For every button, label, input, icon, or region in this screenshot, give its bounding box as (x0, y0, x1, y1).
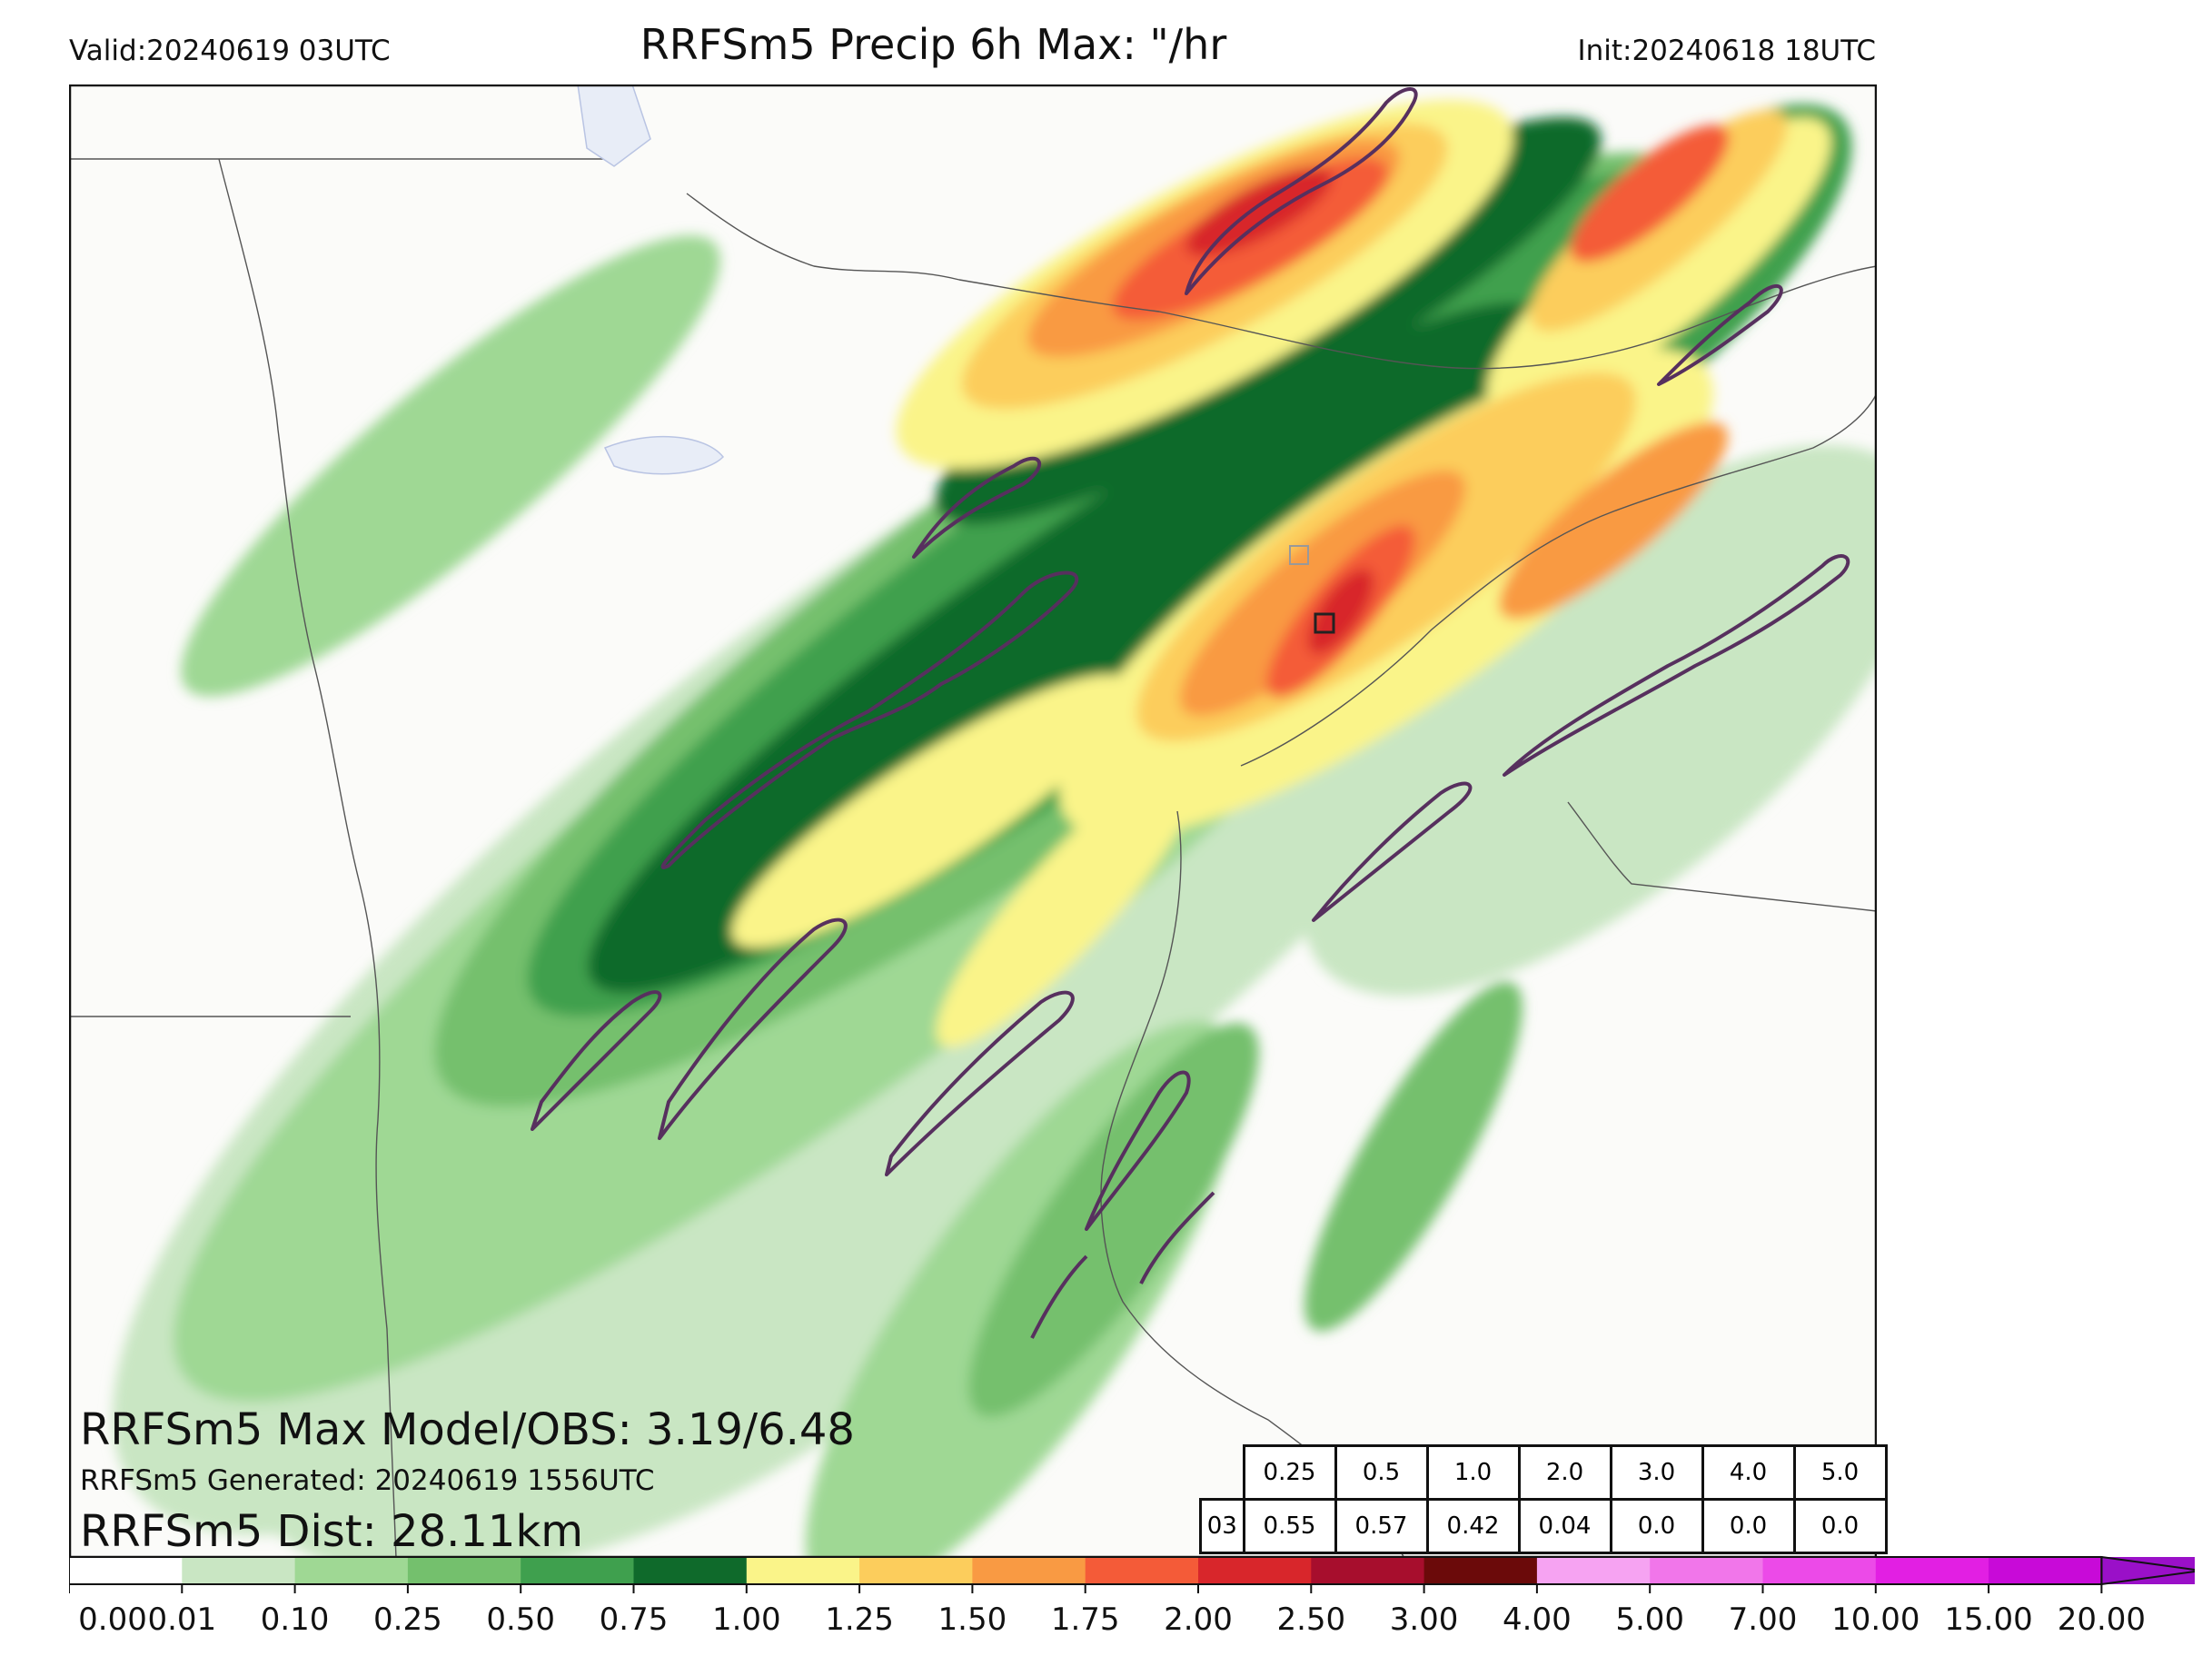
obs-contour-6 (1185, 87, 1418, 295)
precip-band-red-3 (1570, 124, 1730, 263)
colorbar-tick-label: 0.75 (600, 1602, 669, 1638)
threshold-cell: 0.5 (1334, 1444, 1429, 1501)
colorbar-swatch (1423, 1557, 1538, 1584)
obs-contour-12 (1139, 1191, 1215, 1284)
border-west-river (218, 158, 397, 1558)
colorbar-tick-label: 1.25 (825, 1602, 894, 1638)
obs-contour-3 (658, 917, 848, 1140)
obs-contour-9 (1312, 781, 1473, 922)
score-table-row: 03 0.55 0.57 0.42 0.04 0.0 0.0 0.0 (1199, 1498, 1888, 1554)
colorbar-swatch (972, 1557, 1086, 1584)
border-northeast-shore (686, 193, 1877, 370)
lake-mid (603, 435, 725, 475)
lake-north (577, 84, 651, 167)
model-max-marker (1314, 612, 1335, 634)
state-borders (69, 84, 1877, 1558)
precip-band-med-3 (1304, 981, 1523, 1332)
precip-band-yellow-3 (731, 674, 1133, 948)
colorbar-swatch (1650, 1557, 1763, 1584)
colorbar-tick-label: 0.01 (147, 1602, 216, 1638)
colorbar-swatch (294, 1557, 409, 1584)
colorbar-tick-label: 4.00 (1503, 1602, 1572, 1638)
border-east (1567, 801, 1877, 912)
score-cell: 0.0 (1792, 1498, 1888, 1554)
precip-light-field-south (233, 953, 1086, 1558)
border-mississippi (1100, 810, 1405, 1558)
threshold-cell: 4.0 (1701, 1444, 1796, 1501)
colorbar-tick-label: 0.50 (486, 1602, 555, 1638)
colorbar-swatch (633, 1557, 748, 1584)
obs-contour-11 (1030, 1254, 1088, 1339)
score-cell: 0.55 (1242, 1498, 1337, 1554)
score-cell: 0.0 (1701, 1498, 1796, 1554)
score-table: 0.25 0.5 1.0 2.0 3.0 4.0 5.0 03 0.55 0.5… (1199, 1444, 1888, 1554)
threshold-cell: 0.25 (1242, 1444, 1337, 1501)
colorbar-swatch (521, 1557, 634, 1584)
score-table-header-row: 0.25 0.5 1.0 2.0 3.0 4.0 5.0 (1201, 1444, 1888, 1501)
colorbar-swatch (407, 1557, 521, 1584)
colorbar-tick-label: 0.25 (373, 1602, 442, 1638)
score-cell: 0.04 (1517, 1498, 1612, 1554)
colorbar-tick-label: 3.00 (1390, 1602, 1459, 1638)
precip-band-green-3 (181, 235, 720, 697)
colorbar-tick-label: 2.00 (1164, 1602, 1233, 1638)
max-model-obs: RRFSm5 Max Model/OBS: 3.19/6.48 (80, 1404, 855, 1455)
colorbar-swatch (1989, 1557, 2102, 1584)
score-cell: 0.57 (1334, 1498, 1429, 1554)
colorbar-swatch (1762, 1557, 1877, 1584)
colorbar-tick-label: 2.50 (1276, 1602, 1345, 1638)
obs-contour-10 (912, 456, 1042, 559)
colorbar-swatch (182, 1557, 296, 1584)
threshold-cell: 2.0 (1517, 1444, 1612, 1501)
colorbar-tick-label: 5.00 (1615, 1602, 1684, 1638)
obs-contours (531, 87, 1850, 1339)
precip-band-yellow-4 (936, 757, 1201, 1047)
colorbar-swatch (69, 1557, 183, 1584)
init-time: Init:20240618 18UTC (1577, 35, 1876, 67)
score-cell: 0.0 (1609, 1498, 1704, 1554)
lakes (577, 84, 725, 475)
title-text: RRFSm5 Precip 6h Max: "/hr (640, 20, 1227, 69)
threshold-cell: 3.0 (1609, 1444, 1704, 1501)
obs-contour-7 (1657, 284, 1783, 386)
threshold-cell: 5.0 (1792, 1444, 1888, 1501)
threshold-cell: 1.0 (1425, 1444, 1521, 1501)
colorbar-swatch (1085, 1557, 1199, 1584)
colorbar-tick-label: 0.10 (261, 1602, 330, 1638)
score-table-corner (1201, 1446, 1245, 1500)
colorbar-swatch (1536, 1557, 1651, 1584)
valid-time: Valid:20240619 03UTC (69, 35, 391, 67)
colorbar-tick-label: 1.75 (1051, 1602, 1120, 1638)
obs-contour-5 (1085, 1070, 1191, 1231)
colorbar-tick-label: 15.00 (1944, 1602, 2032, 1638)
colorbar-swatch (1198, 1557, 1312, 1584)
colorbar-swatch (746, 1557, 860, 1584)
border-superior (1240, 392, 1877, 767)
obs-max-marker (1289, 545, 1309, 565)
precip-map (69, 84, 1877, 1558)
page-title: RRFSm5 Precip 6h Max: "/hr (0, 20, 2212, 69)
colorbar-tick-label: 0.00 (78, 1602, 147, 1638)
score-cell: 0.42 (1425, 1498, 1521, 1554)
obs-contour-4 (885, 990, 1075, 1176)
precip-light-field-east (1303, 444, 1877, 997)
score-row-label: 03 (1199, 1498, 1245, 1554)
obs-contour-1 (660, 570, 1079, 869)
colorbar-tick-label: 10.00 (1831, 1602, 1919, 1638)
colorbar: 0.00 0.01 0.10 0.25 0.50 0.75 1.00 1.25 1.50 1.75… (69, 1555, 2195, 1638)
colorbar-tick-label: 1.50 (938, 1602, 1007, 1638)
colorbar-swatch (1875, 1557, 1989, 1584)
obs-contour-8 (1503, 554, 1850, 777)
colorbar-swatch (859, 1557, 973, 1584)
generated-time: RRFSm5 Generated: 20240619 1556UTC (80, 1464, 655, 1497)
colorbar-tick-label: 7.00 (1729, 1602, 1798, 1638)
colorbar-swatch (1311, 1557, 1425, 1584)
precip-band-dorange-3 (1499, 421, 1728, 620)
colorbar-tick-label: 20.00 (2058, 1602, 2146, 1638)
colorbar-tick-label: 1.00 (712, 1602, 781, 1638)
obs-contour-2 (531, 990, 662, 1131)
distance: RRFSm5 Dist: 28.11km (80, 1506, 584, 1557)
